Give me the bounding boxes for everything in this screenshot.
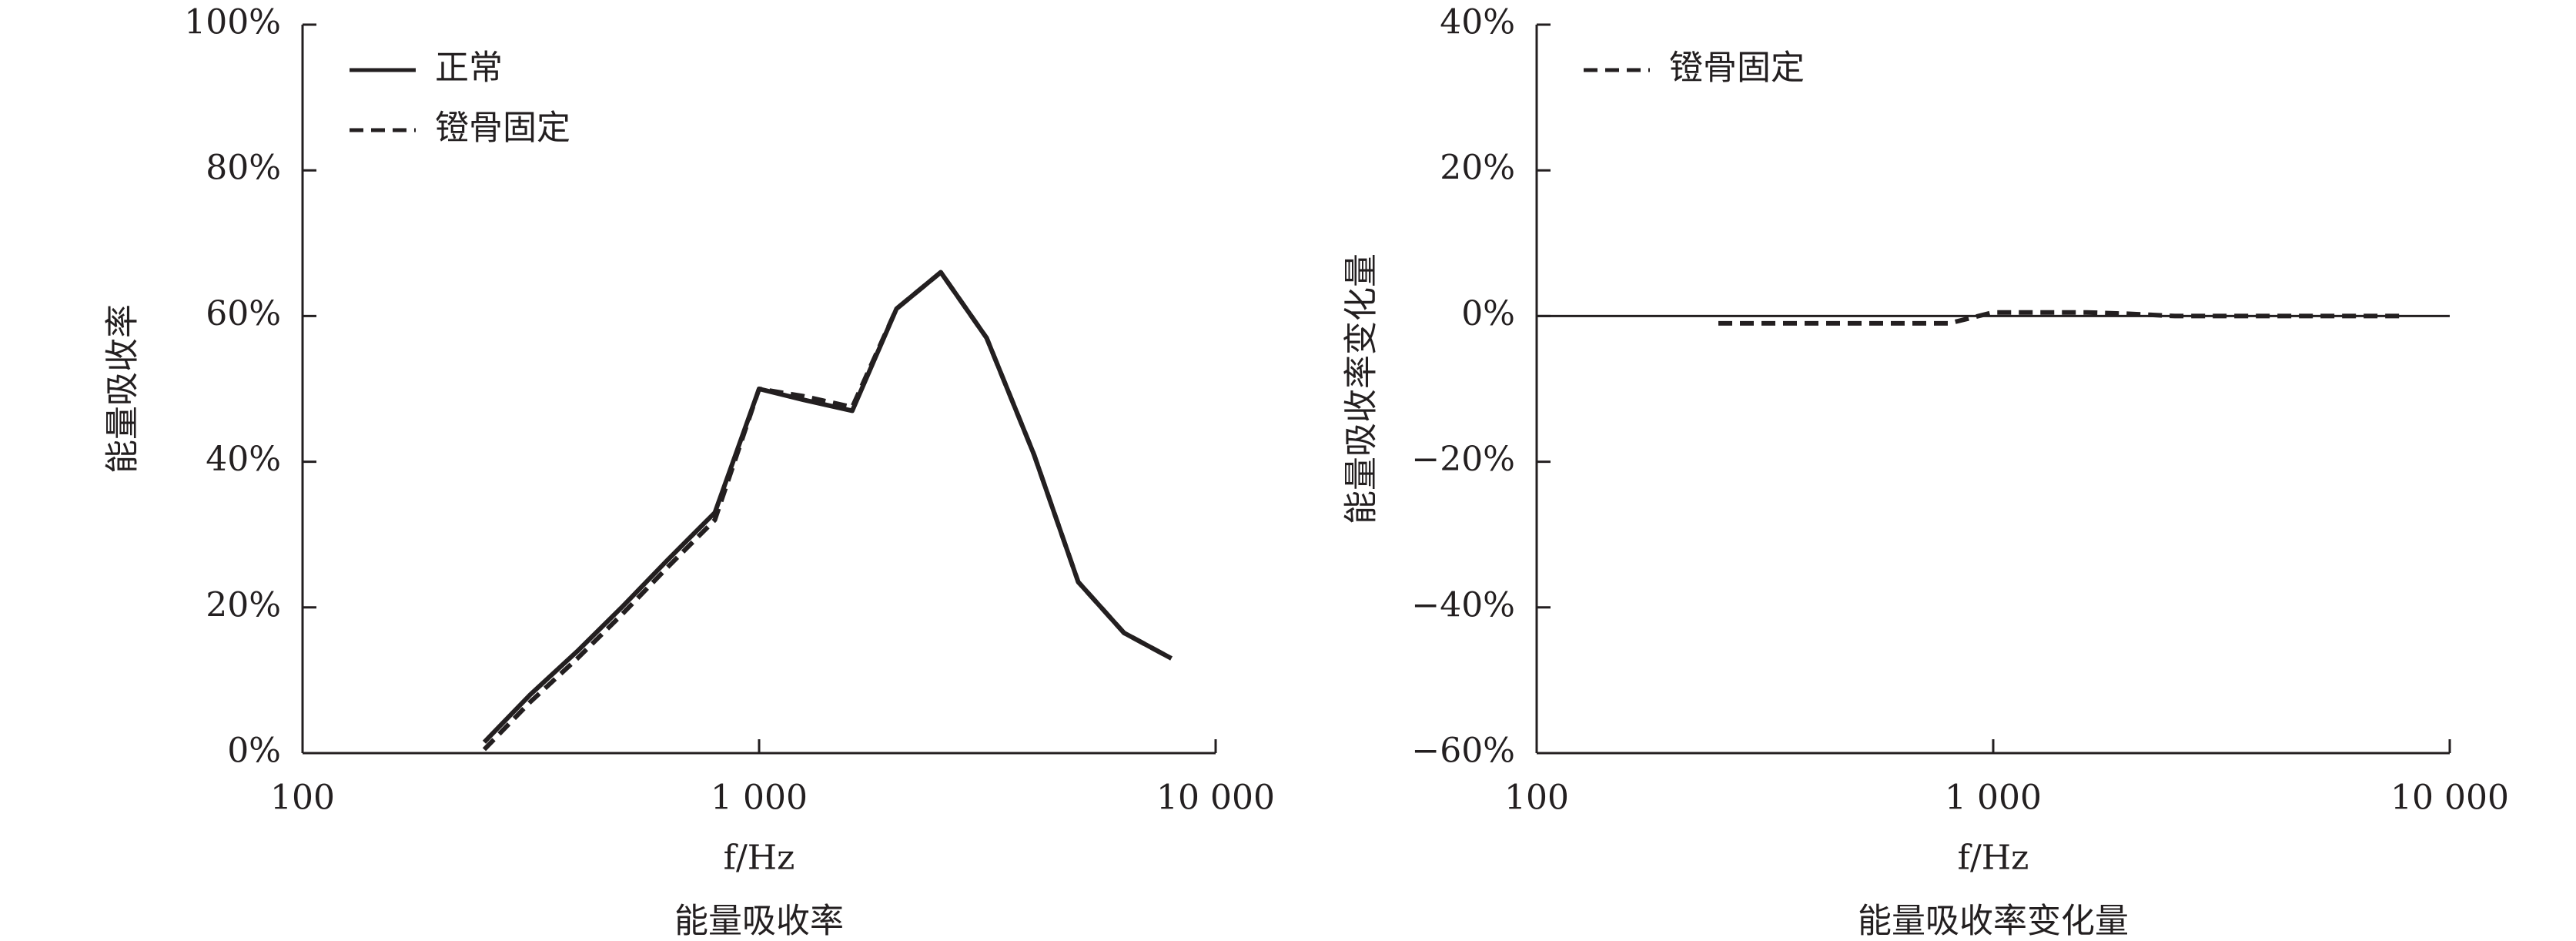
x-tick-label: 1 000 (711, 779, 808, 818)
x-tick-label: 10 000 (1156, 779, 1275, 818)
x-tick-label: 10 000 (2390, 779, 2509, 818)
chart-caption: 能量吸收率变化量 (1858, 902, 2129, 941)
legend-label: 正常 (435, 49, 503, 88)
y-tick-label: 100% (184, 3, 281, 42)
x-tick-label: 100 (270, 779, 335, 818)
chart-caption: 能量吸收率 (674, 902, 844, 941)
y-tick-label: 40% (1440, 3, 1515, 42)
plot: −60% −40% −20% 0% 20% 40% 100 1 000 10 000 镫骨固定 f/… (1411, 3, 2509, 941)
y-tick-label: 60% (206, 294, 281, 333)
legend-label: 镫骨固定 (1669, 49, 1805, 88)
series-line (1718, 310, 2406, 326)
legend-label: 镫骨固定 (435, 109, 570, 148)
y-tick-label: −60% (1411, 732, 1515, 771)
y-axis-label: 能量吸收率 (103, 304, 142, 474)
y-tick-label: 0% (227, 732, 281, 771)
y-tick-label: −40% (1411, 585, 1515, 625)
y-tick-label: 0% (1461, 294, 1515, 333)
y-tick-label: −20% (1411, 440, 1515, 479)
series-line (482, 270, 1173, 744)
series-line (482, 270, 1173, 752)
y-tick-label: 20% (206, 585, 281, 625)
x-tick-label: 100 (1504, 779, 1569, 818)
x-tick-label: 1 000 (1945, 779, 2042, 818)
y-axis-label: 能量吸收率变化量 (1342, 253, 1381, 524)
x-axis-label: f/Hz (724, 839, 795, 878)
x-axis-label: f/Hz (1958, 839, 2029, 878)
y-tick-label: 20% (1440, 149, 1515, 188)
y-tick-label: 80% (206, 149, 281, 188)
y-tick-label: 40% (206, 440, 281, 479)
